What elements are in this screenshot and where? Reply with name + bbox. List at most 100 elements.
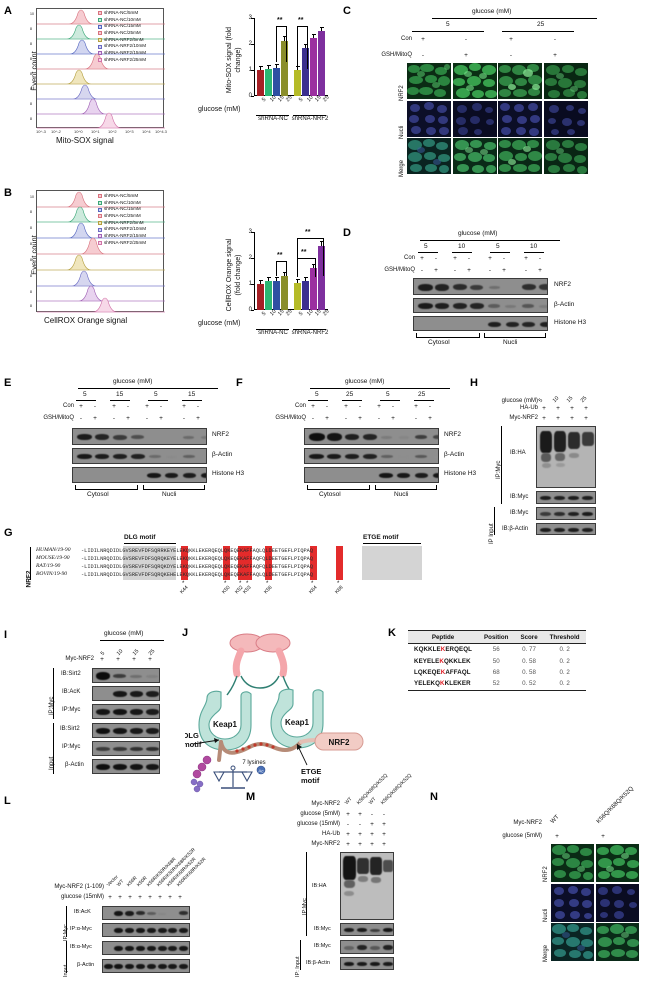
panel-h-blotlabel-myc1: IB:Myc: [510, 494, 529, 500]
panel-h-label: H: [470, 377, 478, 389]
smear: [344, 880, 355, 888]
panel-m-row-0-label: Myc-NRF2: [311, 801, 340, 807]
flow-b-ytick: 8: [30, 290, 32, 294]
band: [179, 911, 188, 915]
bar: [265, 69, 272, 96]
smear: [343, 856, 356, 880]
band: [96, 728, 110, 734]
ytick-line: [251, 310, 254, 311]
pm: -: [159, 403, 163, 410]
legend-item: shRNA-NRF2/15mM: [98, 233, 146, 240]
xcat: 5: [261, 96, 268, 104]
panel-e: E: [4, 378, 11, 389]
panel-a-label: A: [4, 5, 12, 17]
pm: +: [116, 656, 120, 663]
error-bar: [284, 273, 286, 276]
panel-j-schematic: Keap1 Keap1 7 lysines NRF2 DLG motif: [183, 633, 364, 793]
panel-i-label: I: [4, 629, 8, 641]
band: [383, 928, 393, 932]
smear: [358, 876, 368, 882]
panel-k: K: [388, 628, 396, 639]
col-peptide: Peptide: [408, 630, 479, 644]
flow-b-ytick: 8: [30, 258, 32, 262]
header-rule: [310, 388, 450, 389]
ytick-label: 2: [248, 255, 252, 261]
error-bar: [321, 242, 323, 246]
band: [130, 747, 143, 751]
band: [96, 764, 110, 770]
band: [415, 435, 427, 439]
band: [113, 764, 127, 770]
band: [201, 473, 206, 478]
bar: [273, 281, 280, 310]
pm: +: [182, 403, 186, 410]
pm: +: [542, 405, 546, 412]
panel-h-blotlabel-myc2: IB:Myc: [510, 510, 529, 516]
fraction-tick: [137, 485, 138, 490]
group-line: [293, 329, 326, 330]
band: [370, 962, 380, 966]
legend-label: shRNA-NC/10mM: [104, 199, 141, 205]
error-cap: [266, 277, 271, 278]
band: [540, 528, 551, 532]
panel-f-blot-actin: [304, 448, 439, 464]
panel-i-blot-actin: [92, 759, 160, 774]
lysine-col-k64: [310, 546, 317, 580]
group-label: shRNA-NC: [258, 330, 288, 336]
panel-g-protein: NRF2: [25, 570, 33, 588]
pm: +: [556, 415, 560, 422]
pm: +: [509, 36, 513, 43]
band: [418, 303, 433, 309]
band: [130, 675, 142, 678]
band: [95, 434, 109, 440]
panel-i-blotlabel-3: IB:Sirt2: [60, 726, 80, 732]
legend-swatch: [98, 37, 102, 42]
band: [125, 964, 134, 969]
svg-text:DLG: DLG: [185, 731, 199, 740]
band: [568, 512, 579, 516]
if-cell-nrf2-4: [543, 63, 588, 99]
panel-n-imgrow-merge: Merge: [543, 944, 549, 962]
band: [489, 286, 500, 289]
panel-i-blotlabel-5: β-Actin: [65, 762, 84, 768]
legend-swatch: [98, 44, 102, 49]
svg-text:Keap1: Keap1: [213, 720, 238, 729]
panel-f-conc: 5: [386, 391, 390, 398]
asterisk: *: [182, 581, 185, 587]
fraction-rule: [416, 337, 480, 338]
pm: -: [391, 403, 395, 410]
legend-swatch: [98, 200, 102, 205]
if-cell-n-merge-wt: [551, 923, 594, 961]
pm: +: [132, 656, 136, 663]
lane-label: 10: [551, 395, 561, 404]
legend-item: shRNA-NC/10mM: [98, 200, 146, 207]
bar: [265, 281, 272, 310]
cell-position: 50: [492, 657, 500, 665]
bar: [310, 268, 317, 310]
panel-f-header: glucose (mM): [345, 378, 385, 385]
band: [183, 473, 196, 478]
sig-bracket: [297, 238, 324, 276]
legend-swatch: [98, 24, 102, 29]
legend-item: shRNA-NC/15mM: [98, 206, 146, 213]
species-mouse: MOUSE/19-90: [36, 555, 70, 561]
xtick: 10^-3: [36, 129, 46, 134]
panel-e-blot-h3: [72, 467, 207, 483]
panel-l-blot-ipmyc: [102, 923, 190, 937]
panel-m-bracket-input: IP: Input: [295, 956, 301, 978]
band: [370, 929, 380, 932]
if-cell-nucli-3: [498, 100, 542, 137]
error-cap: [295, 279, 300, 280]
smear: [582, 432, 594, 446]
xtick: 10^0: [74, 129, 83, 134]
band: [582, 512, 593, 516]
cell-position: 52: [478, 678, 515, 691]
highlighted-lysine: K: [440, 646, 446, 654]
highlighted-lysine: K: [439, 657, 444, 665]
band: [114, 946, 123, 951]
band: [309, 454, 324, 459]
lysine-label: K68: [334, 584, 345, 596]
pm: +: [556, 405, 560, 412]
band: [568, 528, 579, 532]
fraction-tick: [307, 485, 308, 490]
